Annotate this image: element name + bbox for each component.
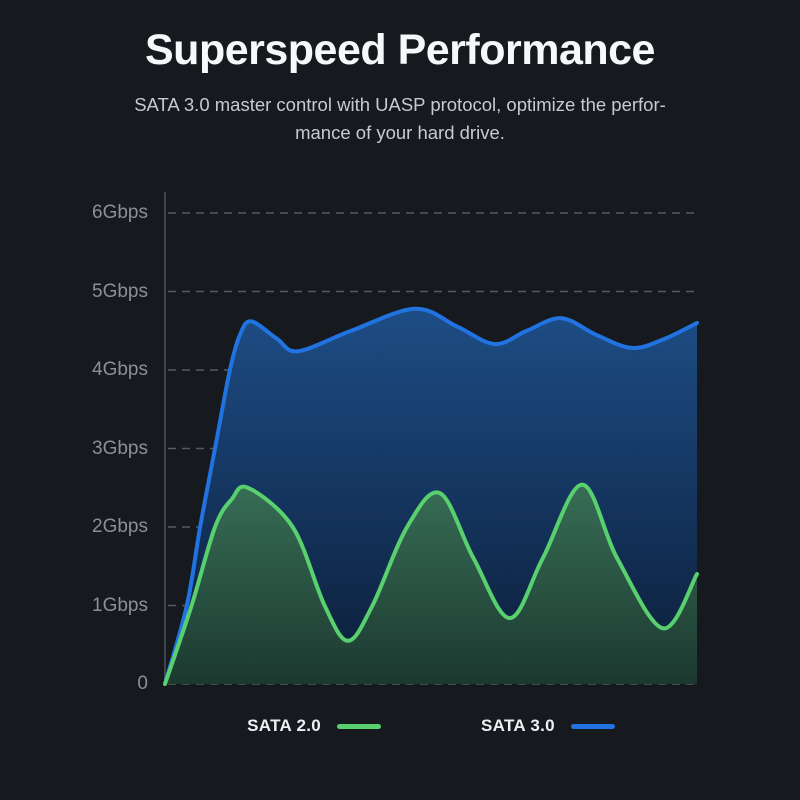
page-subtitle: SATA 3.0 master control with UASP protoc… xyxy=(120,91,680,147)
y-tick-label: 3Gbps xyxy=(92,437,148,459)
subtitle-line-1: SATA 3.0 master control with UASP protoc… xyxy=(134,94,666,115)
legend-swatch-green xyxy=(337,723,381,729)
y-tick-label: 2Gbps xyxy=(92,516,148,537)
subtitle-line-2: mance of your hard drive. xyxy=(295,122,505,143)
legend-item-sata-2-0: SATA 2.0 xyxy=(247,716,381,736)
y-tick-label: 6Gbps xyxy=(92,202,148,223)
y-tick-label: 0 xyxy=(137,673,148,694)
y-tick-label: 5Gbps xyxy=(92,280,148,302)
series-curves xyxy=(163,306,699,686)
legend-label-sata-2-0: SATA 2.0 xyxy=(247,716,321,735)
y-tick-label: 1Gbps xyxy=(92,594,148,616)
line-sata-3-0 xyxy=(163,306,699,686)
legend-swatch-blue xyxy=(570,723,615,729)
legend-item-sata-3-0: SATA 3.0 xyxy=(481,716,615,736)
area-fill-sata-2-0 xyxy=(165,484,697,684)
line-sata-2-0 xyxy=(163,482,699,686)
legend-label-sata-3-0: SATA 3.0 xyxy=(481,716,555,735)
y-tick-label: 4Gbps xyxy=(92,359,148,380)
page-title: Superspeed Performance xyxy=(145,26,655,74)
chart-legend: SATA 2.0 SATA 3.0 xyxy=(165,716,697,736)
